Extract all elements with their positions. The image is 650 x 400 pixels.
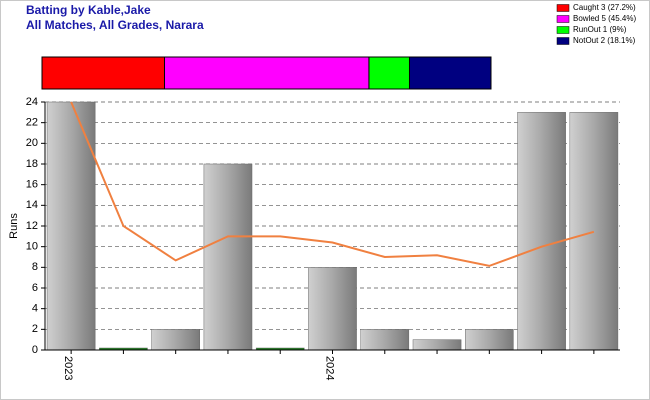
y-axis-label: Runs [8,213,20,239]
bar [569,112,619,351]
x-tick-label: 2024 [324,356,336,380]
chart-title: Batting by Kable,Jake [26,3,151,17]
x-tick-label: 2023 [62,356,74,380]
y-tick-label: 0 [32,344,38,356]
bar [151,329,200,351]
legend-swatch [556,37,570,45]
y-tick-label: 14 [26,199,38,211]
legend-swatch [556,15,570,23]
y-tick-label: 2 [32,323,38,335]
chart-subtitle: All Matches, All Grades, Narara [26,18,204,32]
y-tick-label: 12 [26,220,38,232]
dismissal-segment [408,56,492,90]
y-tick-label: 6 [32,282,38,294]
y-tick-label: 20 [26,137,38,149]
bar [517,112,566,351]
y-tick-label: 24 [26,96,38,108]
bar [412,339,462,351]
dismissal-segment [163,56,370,90]
legend-label: RunOut 1 (9%) [573,25,627,34]
dismissal-segment [368,56,410,90]
legend-swatch [556,4,570,12]
y-tick-label: 16 [26,179,38,191]
average-line [70,101,595,267]
bar [465,329,514,351]
bar [46,101,96,351]
bar [203,163,253,351]
y-tick-label: 10 [26,241,38,253]
dismissal-segment [41,56,165,90]
legend-label: Bowled 5 (45.4%) [573,14,636,23]
y-tick-label: 4 [32,303,38,315]
bar [308,267,357,351]
legend-label: Caught 3 (27.2%) [573,3,636,12]
bar [360,329,410,351]
y-tick-label: 8 [32,261,38,273]
y-tick-label: 22 [26,117,38,129]
legend-label: NotOut 2 (18.1%) [573,36,636,45]
y-tick-label: 18 [26,158,38,170]
legend-swatch [556,26,570,34]
